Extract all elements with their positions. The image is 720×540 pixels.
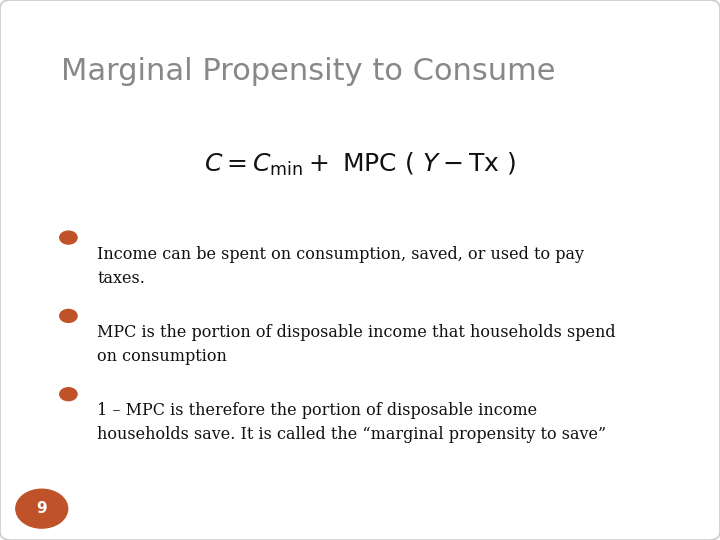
Text: 9: 9 xyxy=(37,501,47,516)
Text: Income can be spent on consumption, saved, or used to pay
taxes.: Income can be spent on consumption, save… xyxy=(97,246,584,287)
Text: Marginal Propensity to Consume: Marginal Propensity to Consume xyxy=(61,57,556,86)
Text: 1 – MPC is therefore the portion of disposable income
households save. It is cal: 1 – MPC is therefore the portion of disp… xyxy=(97,402,606,443)
Circle shape xyxy=(60,388,77,401)
Circle shape xyxy=(60,231,77,244)
Circle shape xyxy=(60,309,77,322)
Circle shape xyxy=(16,489,68,528)
Text: MPC is the portion of disposable income that households spend
on consumption: MPC is the portion of disposable income … xyxy=(97,324,616,365)
Text: $C = C_{\rm min} +\ {\rm MPC}\ (\ Y - {\rm Tx}\ )$: $C = C_{\rm min} +\ {\rm MPC}\ (\ Y - {\… xyxy=(204,151,516,178)
